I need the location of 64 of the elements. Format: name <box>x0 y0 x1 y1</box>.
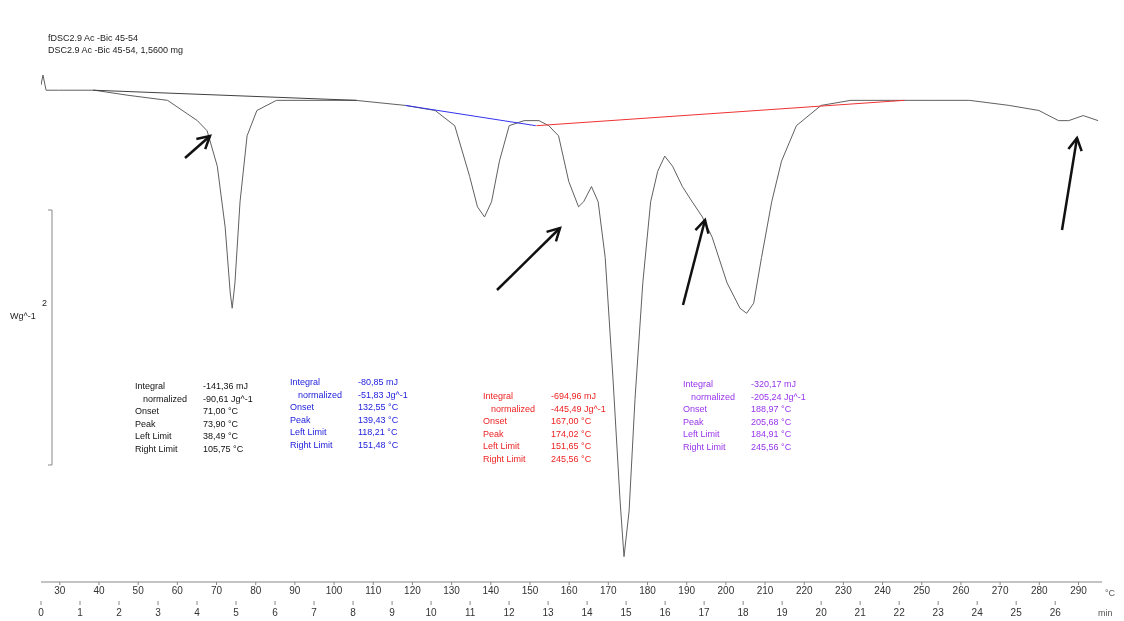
x-tick-label: 130 <box>443 585 461 597</box>
x-axis-title: °C <box>1105 588 1116 598</box>
x-tick-label: 260 <box>952 585 970 597</box>
x2-tick-label: 16 <box>659 607 672 618</box>
x2-tick-label: 24 <box>971 607 984 618</box>
x-tick-label: 30 <box>54 585 66 597</box>
x-tick-label: 50 <box>132 585 145 597</box>
text: Integral -80,85 mJ normalized -51,83 Jg^-1 Onset 132,55 °C Peak 139,43 °C Left Limit 118,21 °C Right Limit 151,48 °C <box>290 377 408 450</box>
x-tick-label: 200 <box>717 585 735 597</box>
x2-tick-label: 15 <box>620 607 633 618</box>
x2-tick-label: 17 <box>698 607 711 618</box>
x2-tick-label: 4 <box>194 607 201 618</box>
x2-tick-label: 5 <box>233 607 240 618</box>
x-tick-label: 240 <box>874 585 892 597</box>
x2-tick-label: 11 <box>464 607 476 618</box>
x-tick-label: 230 <box>835 585 853 597</box>
x2-tick-label: 20 <box>815 607 828 618</box>
x-tick-label: 180 <box>639 585 657 597</box>
x2-tick-label: 13 <box>542 607 555 618</box>
x-tick-label: 280 <box>1030 585 1049 597</box>
text: Integral -694,96 mJ normalized -445,49 Jg^-1 Onset 167,00 °C Peak 174,02 °C Left Limit 151,65 °C Right Limit 245,56 °C <box>483 391 606 464</box>
x-tick-label: 60 <box>171 585 184 597</box>
x-tick-label: 210 <box>756 585 774 597</box>
x2-tick-label: 6 <box>272 607 279 618</box>
x2-tick-label: 1 <box>77 607 84 618</box>
x-tick-label: 170 <box>599 585 618 597</box>
x-tick-label: 160 <box>560 585 578 597</box>
annotation: 2 <box>42 298 48 308</box>
x-tick-label: 250 <box>913 585 931 597</box>
x2-tick-label: 8 <box>350 607 357 618</box>
x-tick-label: 140 <box>482 585 500 597</box>
x2-tick-label: 25 <box>1010 607 1023 618</box>
x-tick-label: 290 <box>1070 585 1088 597</box>
x2-tick-label: 18 <box>737 607 750 618</box>
x2-tick-label: 23 <box>932 607 945 618</box>
text: Integral -141,36 mJ normalized -90,61 Jg^-1 Onset 71,00 °C Peak 73,90 °C Left Limit 38,49 °C Right Limit 105,75 °C <box>135 381 253 454</box>
x-tick-label: 150 <box>521 585 539 597</box>
x2-tick-label: 22 <box>893 607 906 618</box>
x-tick-label: 40 <box>93 585 105 597</box>
x-tick-label: 80 <box>250 585 262 597</box>
x-tick-label: 110 <box>365 585 382 597</box>
x2-tick-label: 14 <box>581 607 594 618</box>
x2-tick-label: 9 <box>389 607 396 618</box>
x2-tick-label: 10 <box>425 607 438 618</box>
x-tick-label: 90 <box>289 585 301 597</box>
x-tick-label: 100 <box>325 585 343 597</box>
x2-tick-label: 2 <box>116 607 123 618</box>
x-tick-label: 190 <box>678 585 696 597</box>
chart-subtitle: DSC2.9 Ac -Bic 45-54, 1,5600 mg <box>48 44 184 56</box>
x2-tick-label: 0 <box>38 607 45 618</box>
chart-title: fDSC2.9 Ac -Bic 45-54 <box>48 32 140 44</box>
x2-tick-label: 3 <box>155 607 162 618</box>
y-axis-title: Wg^-1 <box>10 311 36 321</box>
x2-tick-label: 12 <box>503 607 516 618</box>
x-tick-label: 70 <box>210 585 223 597</box>
x2-tick-label: 19 <box>776 607 789 618</box>
x-tick-label: 270 <box>991 585 1009 597</box>
x2-tick-label: 7 <box>311 607 318 618</box>
x-tick-label: 220 <box>795 585 814 597</box>
x2-tick-label: 26 <box>1049 607 1062 618</box>
x-tick-label: 120 <box>404 585 422 597</box>
x2-tick-label: 21 <box>854 607 867 618</box>
text: Integral -320,17 mJ normalized -205,24 Jg^-1 Onset 188,97 °C Peak 205,68 °C Left Limit 184,91 °C Right Limit 245,56 °C <box>683 379 806 452</box>
x2-axis-title: min <box>1098 608 1113 618</box>
